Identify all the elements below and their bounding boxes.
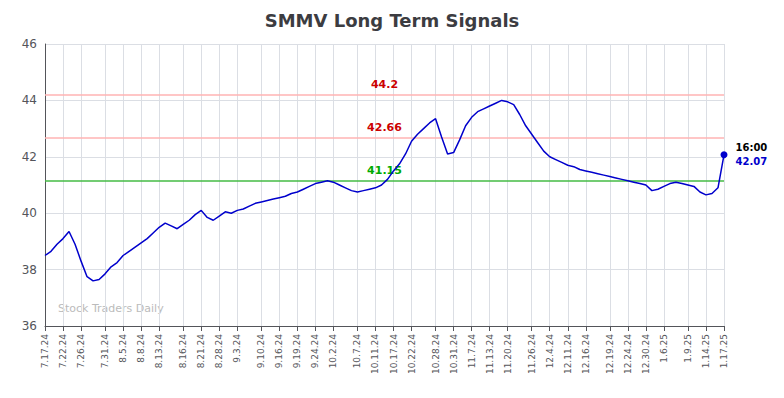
svg-text:Stock Traders Daily: Stock Traders Daily <box>58 302 164 315</box>
svg-text:40: 40 <box>22 206 37 220</box>
svg-text:9.10.24: 9.10.24 <box>256 334 266 369</box>
svg-text:7.22.24: 7.22.24 <box>58 334 68 369</box>
svg-text:12.19.24: 12.19.24 <box>605 334 615 374</box>
svg-text:9.3.24: 9.3.24 <box>232 334 242 363</box>
svg-text:38: 38 <box>22 263 37 277</box>
svg-text:42.66: 42.66 <box>367 121 402 134</box>
svg-text:9.16.24: 9.16.24 <box>274 334 284 369</box>
svg-text:1.9.25: 1.9.25 <box>683 334 693 363</box>
svg-text:8.16.24: 8.16.24 <box>178 334 188 369</box>
svg-text:10.2.24: 10.2.24 <box>328 334 338 369</box>
svg-text:11.7.24: 11.7.24 <box>467 334 477 369</box>
svg-text:7.26.24: 7.26.24 <box>76 334 86 369</box>
svg-text:10.17.24: 10.17.24 <box>389 334 399 374</box>
svg-text:8.8.24: 8.8.24 <box>136 334 146 363</box>
svg-text:42.07: 42.07 <box>736 156 768 167</box>
svg-text:9.19.24: 9.19.24 <box>292 334 302 369</box>
svg-text:10.22.24: 10.22.24 <box>407 334 417 374</box>
svg-text:8.13.24: 8.13.24 <box>154 334 164 369</box>
svg-text:1.17.25: 1.17.25 <box>719 334 729 368</box>
svg-text:10.28.24: 10.28.24 <box>431 334 441 374</box>
svg-text:10.31.24: 10.31.24 <box>449 334 459 374</box>
svg-text:42: 42 <box>22 150 37 164</box>
svg-text:8.5.24: 8.5.24 <box>118 334 128 363</box>
svg-text:1.6.25: 1.6.25 <box>659 334 669 363</box>
svg-text:1.14.25: 1.14.25 <box>701 334 711 368</box>
svg-text:SMMV Long Term Signals: SMMV Long Term Signals <box>265 10 520 31</box>
svg-text:36: 36 <box>22 319 37 333</box>
svg-text:7.31.24: 7.31.24 <box>100 334 110 369</box>
svg-text:8.21.24: 8.21.24 <box>196 334 206 369</box>
svg-text:12.4.24: 12.4.24 <box>545 334 555 369</box>
svg-text:16:00: 16:00 <box>736 142 768 153</box>
svg-text:44: 44 <box>22 93 37 107</box>
svg-text:10.11.24: 10.11.24 <box>370 334 380 374</box>
svg-text:41.15: 41.15 <box>367 164 402 177</box>
svg-text:12.30.24: 12.30.24 <box>641 334 651 374</box>
svg-text:12.11.24: 12.11.24 <box>563 334 573 374</box>
svg-text:10.7.24: 10.7.24 <box>352 334 362 369</box>
svg-text:7.17.24: 7.17.24 <box>40 334 50 369</box>
svg-text:11.13.24: 11.13.24 <box>485 334 495 374</box>
svg-text:8.28.24: 8.28.24 <box>214 334 224 369</box>
svg-text:12.16.24: 12.16.24 <box>581 334 591 374</box>
svg-text:11.26.24: 11.26.24 <box>527 334 537 374</box>
svg-text:9.24.24: 9.24.24 <box>310 334 320 369</box>
svg-text:11.20.24: 11.20.24 <box>503 334 513 374</box>
svg-text:44.2: 44.2 <box>371 78 398 91</box>
svg-text:12.24.24: 12.24.24 <box>623 334 633 374</box>
svg-text:46: 46 <box>22 37 37 51</box>
